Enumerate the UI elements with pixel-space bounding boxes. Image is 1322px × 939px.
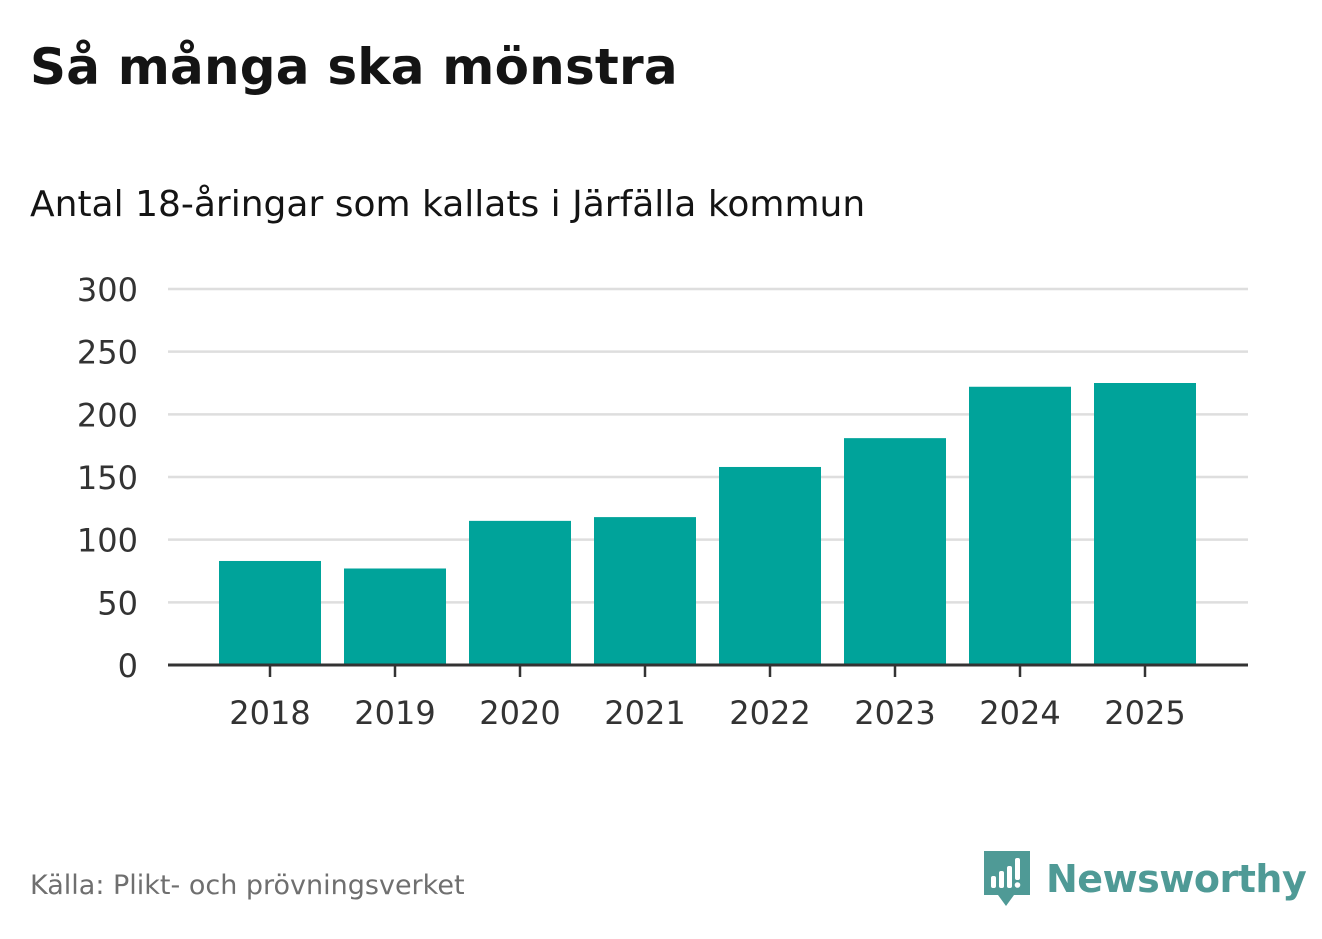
chart-subtitle: Antal 18-åringar som kallats i Järfälla … (30, 184, 866, 225)
bar (719, 466, 821, 665)
x-tick-label: 2023 (854, 694, 935, 732)
y-tick-label: 0 (118, 647, 138, 685)
y-tick-label: 200 (77, 396, 138, 434)
x-tick-label: 2018 (229, 694, 310, 732)
source-note: Källa: Plikt- och prövningsverket (30, 870, 465, 901)
bar (219, 560, 321, 665)
x-tick-label: 2022 (729, 694, 810, 732)
x-tick-label: 2021 (604, 694, 685, 732)
x-tick-label: 2020 (479, 694, 560, 732)
x-tick-label: 2024 (979, 694, 1060, 732)
bar (594, 517, 696, 665)
bar (1094, 383, 1196, 665)
bar (844, 438, 946, 665)
y-tick-label: 50 (97, 584, 138, 622)
chart-title: Så många ska mönstra (30, 38, 678, 96)
brand-name: Newsworthy (1046, 857, 1307, 901)
y-tick-label: 150 (77, 459, 138, 497)
newsworthy-logo-icon (984, 851, 1030, 906)
y-tick-label: 250 (77, 334, 138, 372)
bar (469, 520, 571, 665)
bar-chart: 0 50 100 150 200 250 300 2018 2019 2020 2021 2022 20… (77, 271, 1248, 732)
y-tick-label: 100 (77, 522, 138, 560)
bar (969, 386, 1071, 665)
x-tick-label: 2025 (1104, 694, 1185, 732)
x-tick-label: 2019 (354, 694, 435, 732)
y-tick-label: 300 (77, 271, 138, 309)
brand: Newsworthy (982, 850, 1307, 908)
bar (344, 568, 446, 665)
